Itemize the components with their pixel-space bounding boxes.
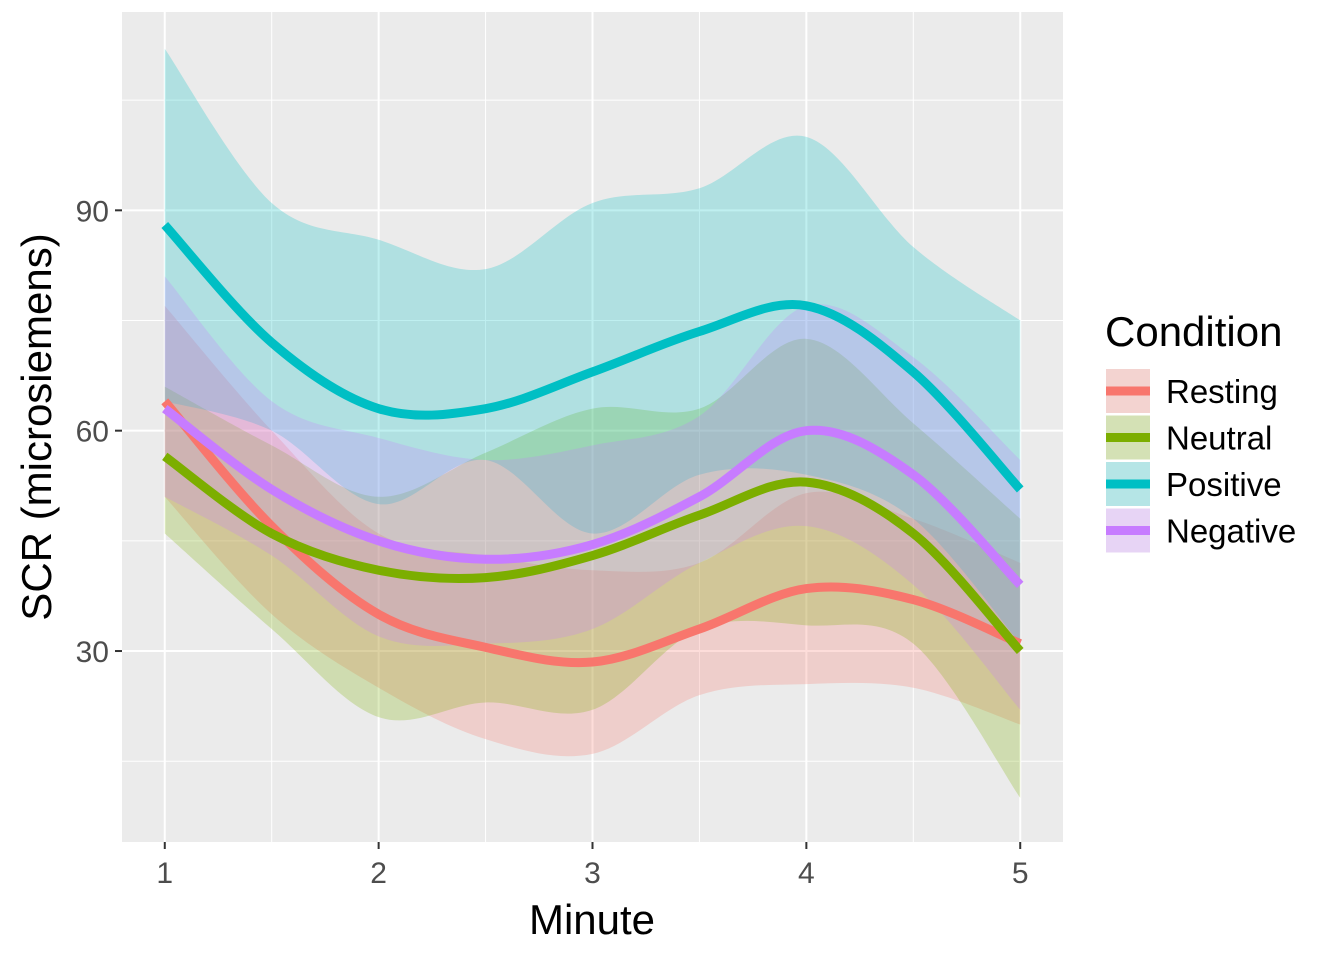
ribbon-resting: [164, 305, 1021, 757]
x-tick-label: 5: [1012, 857, 1029, 890]
x-tick-label: 2: [370, 857, 387, 890]
legend-label: Neutral: [1166, 420, 1272, 457]
line-positive: [161, 221, 1024, 493]
x-axis-title: Minute: [529, 896, 655, 943]
legend-label: Resting: [1166, 373, 1278, 410]
ribbon-positive: [164, 48, 1021, 644]
y-axis-title: SCR (microsiemens): [13, 233, 60, 620]
legend-item-resting: Resting: [1106, 369, 1278, 413]
legend-title: Condition: [1105, 308, 1282, 355]
y-tick-label: 30: [76, 636, 109, 669]
y-tick-label: 90: [76, 195, 109, 228]
confidence-ribbons: [164, 48, 1021, 798]
y-tick-label: 60: [76, 416, 109, 449]
x-tick-label: 1: [156, 857, 173, 890]
ribbon-negative: [164, 276, 1021, 710]
x-axis: 1 2 3 4 5: [156, 842, 1029, 890]
smooth-lines: [161, 221, 1024, 668]
legend-item-negative: Negative: [1106, 508, 1296, 553]
x-tick-label: 4: [798, 857, 815, 890]
line-negative: [162, 405, 1024, 589]
ribbon-neutral: [164, 338, 1021, 798]
line-neutral: [162, 452, 1024, 655]
x-tick-label: 3: [584, 857, 601, 890]
legend-item-positive: Positive: [1106, 462, 1282, 506]
legend-items: Resting Neutral Positive Negative: [1106, 369, 1296, 553]
legend-label: Positive: [1166, 466, 1282, 503]
y-axis: 30 60 90: [76, 195, 122, 669]
legend-item-neutral: Neutral: [1106, 415, 1272, 460]
legend-label: Negative: [1166, 513, 1296, 550]
legend: Condition Resting Neutral Positive Negative: [1105, 308, 1296, 553]
